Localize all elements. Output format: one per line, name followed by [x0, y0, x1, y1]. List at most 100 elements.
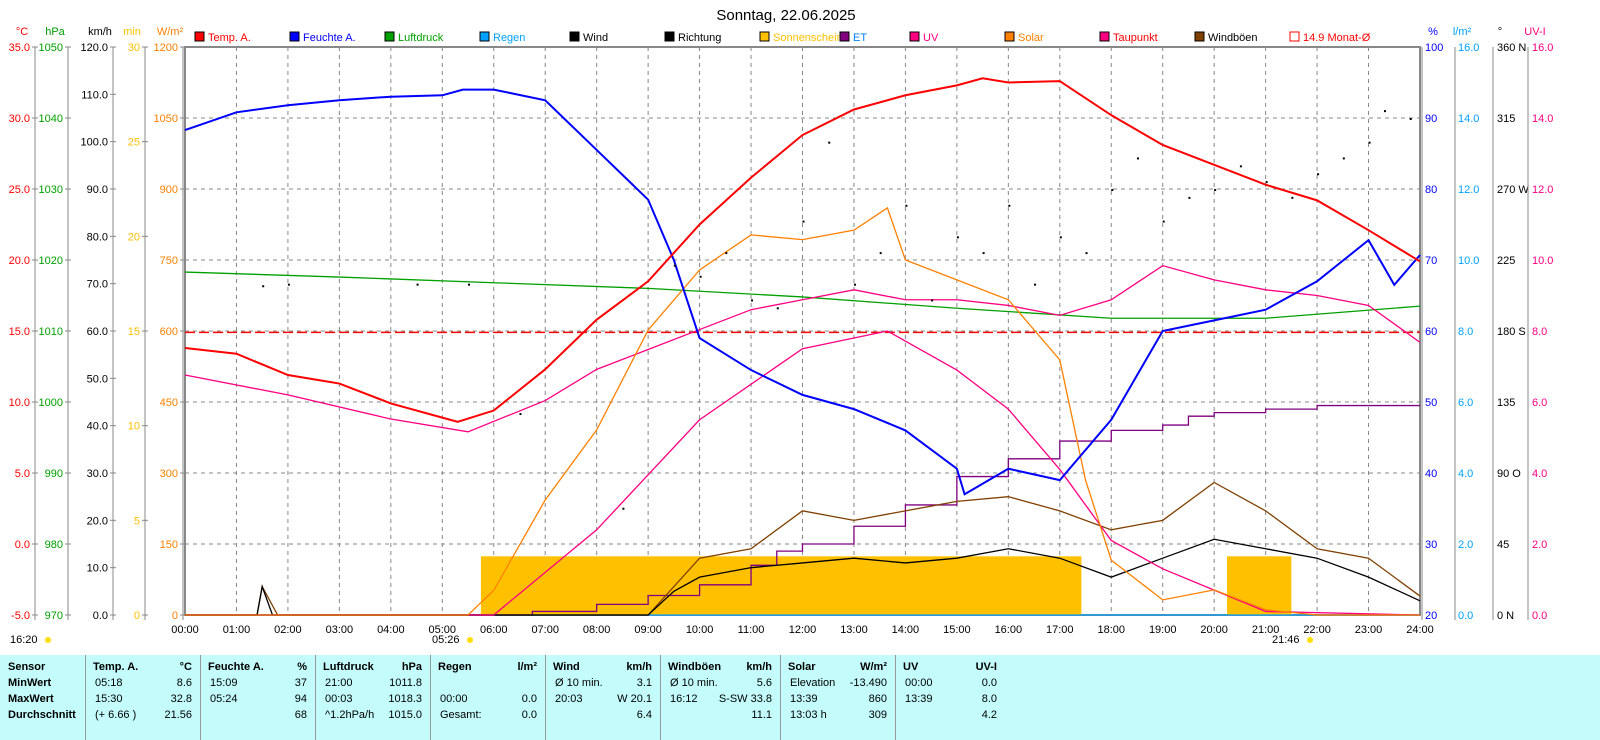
- axis-tick-rain: 0.0: [1458, 610, 1473, 622]
- axis-tick-uvi: 0.0: [1532, 610, 1547, 622]
- x-tick-label: 08:00: [583, 624, 611, 636]
- direction-point: [1409, 118, 1412, 120]
- axis-tick-temp: 35.0: [9, 42, 30, 54]
- stats-cell-value: 94: [294, 693, 307, 705]
- sun-time-marker: 16:20: [10, 634, 38, 646]
- axis-tick-uvi: 2.0: [1532, 539, 1547, 551]
- direction-point: [416, 283, 419, 286]
- direction-point: [1342, 157, 1345, 160]
- legend-label: Luftdruck: [398, 32, 444, 44]
- axis-tick-uvi: 16.0: [1532, 42, 1553, 54]
- stats-cell-value: W 20.1: [617, 693, 652, 705]
- legend-swatch: [289, 31, 300, 42]
- axis-tick-humidity: 50: [1425, 397, 1437, 409]
- direction-point: [1085, 252, 1088, 255]
- column-divider: [430, 655, 431, 740]
- stats-cell-value: 11.1: [751, 709, 772, 721]
- column-divider: [895, 655, 896, 740]
- sun-icon: [45, 637, 51, 643]
- series-feuchte-a-: [184, 88, 1421, 496]
- axis-tick-humidity: 40: [1425, 468, 1437, 480]
- axis-tick-rain: 2.0: [1458, 539, 1473, 551]
- direction-point: [673, 264, 676, 267]
- stats-cell-time: 15:09: [210, 677, 238, 689]
- stats-cell-value: 8.0: [981, 693, 997, 705]
- axis-tick-direction: 180 S: [1497, 326, 1526, 338]
- legend-swatch: [839, 31, 850, 42]
- axis-tick-direction: 225: [1497, 255, 1515, 267]
- axis-tick-rain: 12.0: [1458, 184, 1479, 196]
- sun-icon: [1307, 637, 1313, 643]
- legend-swatch: [664, 31, 675, 42]
- x-tick-label: 20:00: [1200, 624, 1228, 636]
- axis-tick-pressure: 1010: [39, 326, 63, 338]
- axis-tick-wind: 20.0: [87, 515, 108, 527]
- stats-header: Regen: [438, 661, 472, 673]
- direction-point: [622, 507, 625, 510]
- direction-point: [931, 299, 934, 302]
- x-tick-label: 21:00: [1252, 624, 1280, 636]
- direction-point: [1136, 157, 1139, 160]
- stats-cell-value: 6.4: [636, 709, 652, 721]
- column-divider: [780, 655, 781, 740]
- axis-tick-rain: 6.0: [1458, 397, 1473, 409]
- stats-cell-time: Elevation: [790, 677, 836, 689]
- direction-point: [262, 285, 265, 288]
- axis-tick-pressure: 1050: [39, 42, 63, 54]
- statistics-table: Sensor MinWert MaxWert Durchschnitt Temp. A.…: [0, 655, 1600, 740]
- axis-tick-humidity: 30: [1425, 539, 1437, 551]
- direction-point: [828, 141, 831, 144]
- axis-tick-pressure: 1040: [39, 113, 63, 125]
- stats-cell-time: 13:39: [790, 693, 818, 705]
- stats-cell-time: 05:18: [95, 677, 123, 689]
- direction-point: [1034, 283, 1037, 286]
- stats-unit: °C: [179, 661, 192, 673]
- sun-time-marker: 21:46: [1272, 634, 1300, 646]
- axis-tick-uvi: 14.0: [1532, 113, 1553, 125]
- direction-point: [853, 283, 856, 286]
- x-tick-label: 18:00: [1097, 624, 1125, 636]
- stats-header: Solar: [788, 661, 816, 673]
- stats-cell-time: 16:12: [670, 693, 698, 705]
- column-divider: [200, 655, 201, 740]
- stats-header: Wind: [553, 661, 580, 673]
- legend-label: Temp. A.: [208, 32, 251, 44]
- stats-cell-time: 15:30: [95, 693, 123, 705]
- stats-cell-value: 0.0: [521, 709, 537, 721]
- x-tick-label: 23:00: [1355, 624, 1383, 636]
- stats-cell-time: Gesamt:: [440, 709, 482, 721]
- direction-point: [751, 299, 754, 302]
- direction-point: [1265, 181, 1268, 184]
- series-taupunkt: [184, 264, 1421, 433]
- axis-tick-pressure: 1020: [39, 255, 63, 267]
- direction-point: [287, 283, 290, 286]
- axis-tick-sun: 30: [128, 42, 140, 54]
- axis-tick-wind: 70.0: [87, 279, 108, 291]
- axis-tick-solar: 600: [160, 326, 178, 338]
- x-tick-label: 04:00: [377, 624, 405, 636]
- sunshine-bar: [1227, 556, 1292, 615]
- stats-unit: l/m²: [517, 661, 537, 673]
- axis-unit-humidity: %: [1428, 26, 1438, 38]
- direction-point: [725, 252, 728, 255]
- stats-cell-time: 00:00: [440, 693, 468, 705]
- stats-cell-time: Ø 10 min.: [555, 677, 603, 689]
- stats-cell-value: -13.490: [849, 677, 887, 689]
- stats-cell-value: 0.0: [981, 677, 997, 689]
- axis-tick-sun: 15: [128, 326, 140, 338]
- axis-tick-temp: 0.0: [15, 539, 30, 551]
- stats-unit: UV-I: [975, 661, 997, 673]
- direction-point: [879, 252, 882, 255]
- x-tick-label: 05:00: [429, 624, 457, 636]
- axis-tick-uvi: 12.0: [1532, 184, 1553, 196]
- direction-point: [905, 204, 908, 207]
- stats-cell-time: ^1.2hPa/h: [325, 709, 375, 721]
- axis-tick-uvi: 10.0: [1532, 255, 1553, 267]
- stats-header: UV: [903, 661, 919, 673]
- axis-tick-pressure: 1000: [39, 397, 63, 409]
- chart-title: Sonntag, 22.06.2025: [716, 7, 855, 24]
- x-tick-label: 13:00: [840, 624, 868, 636]
- legend-label: Feuchte A.: [303, 32, 356, 44]
- legend-label: Sonnenschein: [773, 32, 843, 44]
- axis-tick-pressure: 980: [45, 539, 63, 551]
